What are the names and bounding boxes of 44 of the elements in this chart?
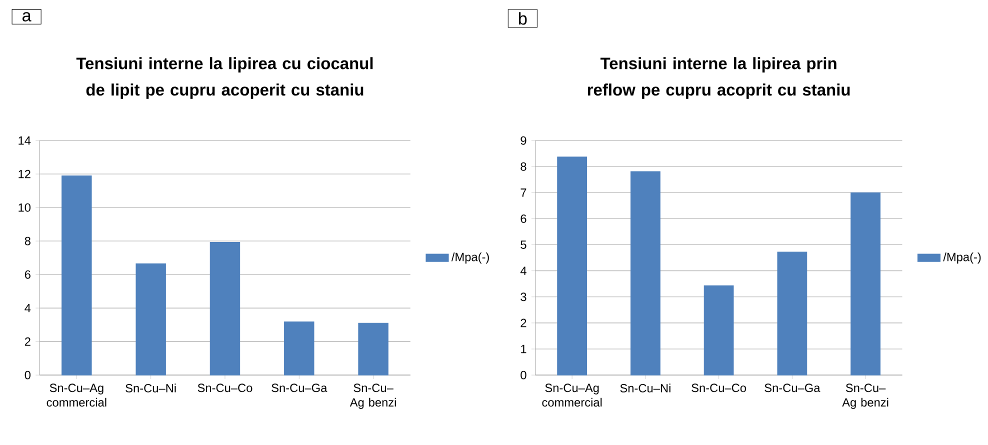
bar xyxy=(62,175,92,376)
bar xyxy=(777,252,808,376)
bar xyxy=(358,322,388,376)
y-tick-label: 2 xyxy=(24,337,30,346)
legend-label: /Mpa(-) xyxy=(451,252,489,264)
y-tick-label: 1 xyxy=(521,344,526,353)
chart-title: Tensiuni interne la lipirea cu ciocanul de lipit pe cupru acoperit cu staniu xyxy=(76,56,373,99)
y-tick-label: 4 xyxy=(24,304,31,312)
y-tick-label: 10 xyxy=(18,203,31,212)
y-tick-label: 3 xyxy=(520,292,526,301)
x-tick-label: Sn-Cu–Ni xyxy=(126,384,176,392)
y-tick-label: 8 xyxy=(24,236,30,246)
y-tick-label: 5 xyxy=(520,240,526,249)
y-tick-label: 0 xyxy=(24,370,31,380)
y-tick-label: 2 xyxy=(520,318,526,327)
x-tick-label: Sn-Cu–Ga xyxy=(272,384,328,392)
y-tick-label: 14 xyxy=(18,136,31,144)
y-tick-label: 0 xyxy=(520,370,526,380)
x-tick-label: Sn-Cu–Ag benzi xyxy=(842,384,888,409)
y-tick-label: 12 xyxy=(18,170,30,178)
x-tick-label: Sn-Cu–Co xyxy=(198,384,252,392)
y-tick-label: 9 xyxy=(520,136,526,145)
bar xyxy=(284,321,314,376)
y-tick-label: 6 xyxy=(24,270,30,279)
text: a xyxy=(22,12,32,22)
legend-label: /Mpa(-) xyxy=(943,252,981,264)
x-tick-label: Sn-Cu–Ni xyxy=(620,384,670,392)
y-tick-label: 6 xyxy=(520,214,526,223)
chart-title: Tensiuni interne la lipirea prin reflow pe cupru acoprit cu staniu xyxy=(588,56,850,99)
text: b xyxy=(518,12,527,25)
bar xyxy=(630,171,660,376)
x-tick-label: Sn-Cu–Ag commercial xyxy=(542,384,602,406)
bar xyxy=(704,285,734,376)
x-tick-label: Sn-Cu–Co xyxy=(692,384,746,392)
x-tick-label: Sn-Cu–Ga xyxy=(764,384,820,392)
y-tick-label: 8 xyxy=(520,162,526,171)
bar xyxy=(136,263,166,376)
y-tick-label: 4 xyxy=(520,266,526,275)
bar xyxy=(850,192,880,376)
x-tick-label: Sn-Cu–Ag commercial xyxy=(46,384,106,406)
bar xyxy=(557,156,588,376)
y-tick-label: 7 xyxy=(520,188,526,197)
bar xyxy=(210,242,240,376)
x-tick-label: Sn-Cu–Ag benzi xyxy=(350,384,396,409)
